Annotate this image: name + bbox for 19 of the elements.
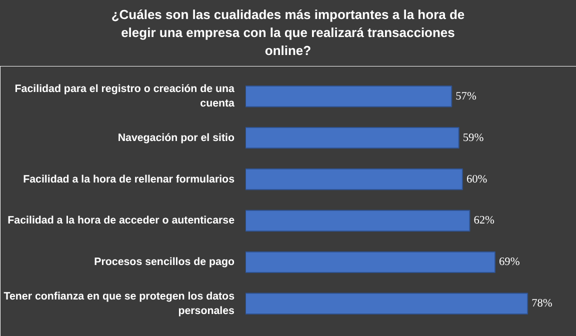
bar bbox=[246, 210, 470, 232]
bar bbox=[246, 86, 452, 108]
data-label: 59% bbox=[462, 132, 484, 144]
bar bbox=[246, 168, 463, 190]
y-tick-label: Facilidad para el registro o creación de una cuenta bbox=[14, 83, 235, 110]
data-label: 69% bbox=[499, 256, 520, 268]
y-tick-label: Navegación por el sitio bbox=[118, 132, 235, 144]
y-tick-label: Procesos sencillos de pago bbox=[94, 256, 235, 268]
chart-title: ¿Cuáles son las cualidades más importantes a la hora de elegir una empresa con la que realizará transacciones online? bbox=[111, 6, 465, 60]
bar bbox=[246, 292, 528, 314]
data-label: 57% bbox=[456, 90, 477, 102]
data-label: 60% bbox=[466, 173, 488, 186]
bar bbox=[246, 251, 496, 274]
bar bbox=[246, 126, 460, 149]
data-label: 62% bbox=[474, 214, 496, 227]
y-tick-label: Tener confianza en que se protegen los datos personales bbox=[4, 290, 235, 317]
y-tick-label: Facilidad a la hora de acceder o autenticarse bbox=[8, 214, 235, 227]
y-tick-label: Facilidad a la hora de rellenar formularios bbox=[23, 173, 235, 186]
data-label: 78% bbox=[532, 298, 553, 310]
